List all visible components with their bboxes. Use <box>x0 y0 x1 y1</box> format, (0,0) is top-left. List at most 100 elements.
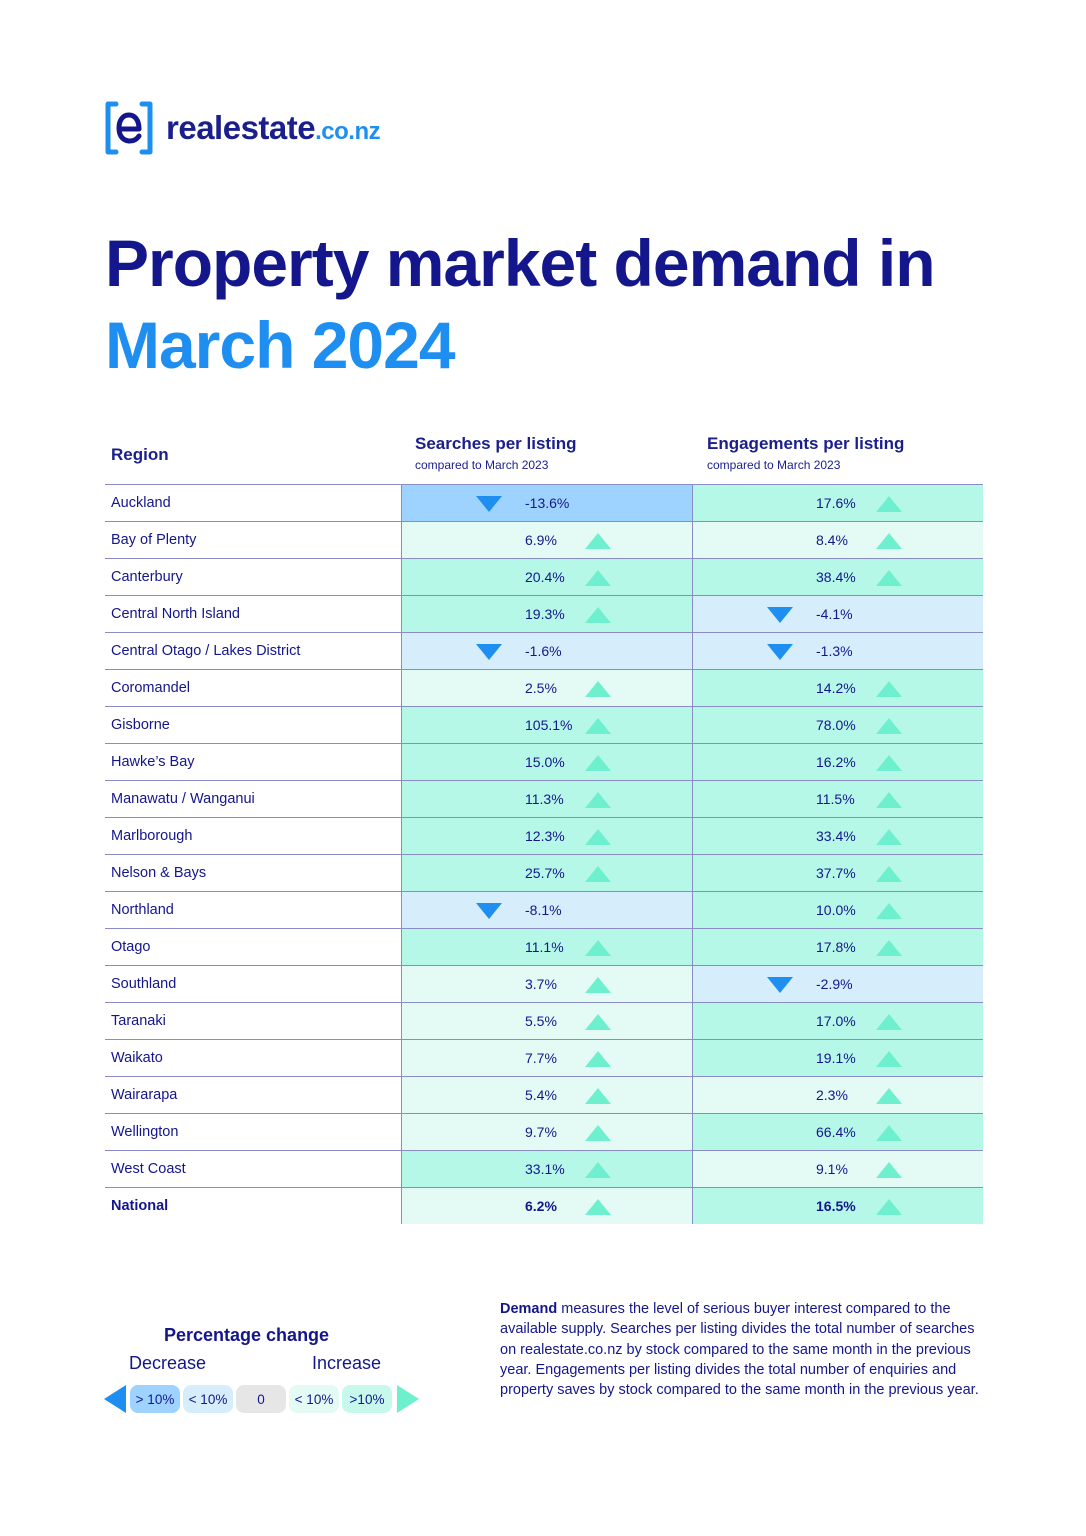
searches-value: 6.9% <box>525 532 557 548</box>
searches-cell: 7.7% <box>401 1040 692 1076</box>
increase-arrow-icon <box>585 977 611 993</box>
decrease-arrow-icon <box>767 607 793 623</box>
legend-chip-decrease-large: > 10% <box>130 1385 180 1413</box>
searches-value: 7.7% <box>525 1050 557 1066</box>
searches-value: 19.3% <box>525 606 565 622</box>
increase-arrow-icon <box>585 718 611 734</box>
engagements-cell: 17.6% <box>692 485 983 521</box>
table-row: Northland -8.1% 10.0% <box>105 891 983 928</box>
decrease-arrow-icon <box>476 644 502 660</box>
increase-arrow-icon <box>585 755 611 771</box>
description-term: Demand <box>500 1301 558 1317</box>
engagements-cell: -1.3% <box>692 633 983 669</box>
brand-logo: realestate.co.nz <box>104 100 381 156</box>
engagements-value: 19.1% <box>816 1050 856 1066</box>
region-name: Manawatu / Wanganui <box>111 791 255 807</box>
table-row: Canterbury 20.4% 38.4% <box>105 558 983 595</box>
table-row: Wairarapa 5.4% 2.3% <box>105 1076 983 1113</box>
searches-cell: 5.4% <box>401 1077 692 1113</box>
engagements-value: 37.7% <box>816 865 856 881</box>
region-name: Auckland <box>111 495 171 511</box>
region-name: Nelson & Bays <box>111 865 207 881</box>
decrease-arrow-icon <box>767 977 793 993</box>
engagements-cell: 37.7% <box>692 855 983 891</box>
engagements-cell: 66.4% <box>692 1114 983 1150</box>
increase-arrow-icon <box>876 1051 902 1067</box>
searches-cell: -1.6% <box>401 633 692 669</box>
increase-arrow-icon <box>585 533 611 549</box>
searches-cell: 33.1% <box>401 1151 692 1187</box>
searches-value: 25.7% <box>525 865 565 881</box>
brand-wordmark: realestate.co.nz <box>166 109 381 147</box>
engagements-cell: 11.5% <box>692 781 983 817</box>
table-row: Southland 3.7% -2.9% <box>105 965 983 1002</box>
searches-cell: 11.3% <box>401 781 692 817</box>
searches-cell: 3.7% <box>401 966 692 1002</box>
searches-value: -1.6% <box>525 643 562 659</box>
decrease-arrow-icon <box>476 496 502 512</box>
searches-cell: 6.9% <box>401 522 692 558</box>
engagements-cell: 78.0% <box>692 707 983 743</box>
engagements-cell: 8.4% <box>692 522 983 558</box>
searches-header-subtitle: compared to March 2023 <box>415 458 549 472</box>
searches-cell: 9.7% <box>401 1114 692 1150</box>
region-name: Otago <box>111 939 151 955</box>
increase-arrow-icon <box>876 1088 902 1104</box>
engagements-cell: 16.5% <box>692 1188 983 1224</box>
searches-value: -13.6% <box>525 495 570 511</box>
increase-arrow-icon <box>876 903 902 919</box>
searches-cell: 2.5% <box>401 670 692 706</box>
engagements-value: -2.9% <box>816 976 853 992</box>
legend-chip-neutral: 0 <box>236 1385 286 1413</box>
engagements-header-title: Engagements per listing <box>707 434 905 453</box>
increase-arrow-icon <box>397 1385 419 1413</box>
searches-cell: 25.7% <box>401 855 692 891</box>
engagements-value: 78.0% <box>816 717 856 733</box>
searches-cell: 6.2% <box>401 1188 692 1224</box>
region-name: Coromandel <box>111 680 190 696</box>
table-row: Auckland -13.6% 17.6% <box>105 484 983 521</box>
increase-arrow-icon <box>876 1125 902 1141</box>
searches-value: 6.2% <box>525 1198 557 1214</box>
realestate-logo-icon <box>105 101 153 155</box>
decrease-arrow-icon <box>476 903 502 919</box>
searches-value: 11.3% <box>525 791 564 807</box>
searches-value: 3.7% <box>525 976 557 992</box>
increase-arrow-icon <box>585 940 611 956</box>
region-name: Marlborough <box>111 828 193 844</box>
increase-arrow-icon <box>876 570 902 586</box>
page-title: Property market demand in March 2024 <box>105 222 936 386</box>
engagements-value: 16.2% <box>816 754 856 770</box>
searches-value: 12.3% <box>525 828 565 844</box>
decrease-arrow-icon <box>104 1385 126 1413</box>
table-row: Coromandel 2.5% 14.2% <box>105 669 983 706</box>
description-text: measures the level of serious buyer inte… <box>500 1301 979 1399</box>
legend-chip-label: >10% <box>349 1391 385 1407</box>
table-row: Otago 11.1% 17.8% <box>105 928 983 965</box>
searches-cell: 12.3% <box>401 818 692 854</box>
legend-chip-label: < 10% <box>188 1391 228 1407</box>
region-name: Waikato <box>111 1050 163 1066</box>
increase-arrow-icon <box>585 829 611 845</box>
increase-arrow-icon <box>876 755 902 771</box>
increase-arrow-icon <box>876 1162 902 1178</box>
legend-title: Percentage change <box>164 1325 330 1345</box>
increase-arrow-icon <box>585 1014 611 1030</box>
searches-cell: 5.5% <box>401 1003 692 1039</box>
increase-arrow-icon <box>585 1125 611 1141</box>
increase-arrow-icon <box>876 718 902 734</box>
increase-arrow-icon <box>876 533 902 549</box>
region-name: Central North Island <box>111 606 240 622</box>
increase-arrow-icon <box>876 866 902 882</box>
searches-value: -8.1% <box>525 902 562 918</box>
engagements-value: -4.1% <box>816 606 853 622</box>
engagements-cell: 9.1% <box>692 1151 983 1187</box>
increase-arrow-icon <box>585 607 611 623</box>
legend-scale: > 10% < 10% 0 < 10% >10% <box>104 1383 424 1413</box>
searches-header-title: Searches per listing <box>415 434 577 453</box>
engagements-cell: 38.4% <box>692 559 983 595</box>
searches-cell: 20.4% <box>401 559 692 595</box>
searches-value: 15.0% <box>525 754 565 770</box>
increase-arrow-icon <box>585 792 611 808</box>
legend-increase-label: Increase <box>312 1353 382 1373</box>
